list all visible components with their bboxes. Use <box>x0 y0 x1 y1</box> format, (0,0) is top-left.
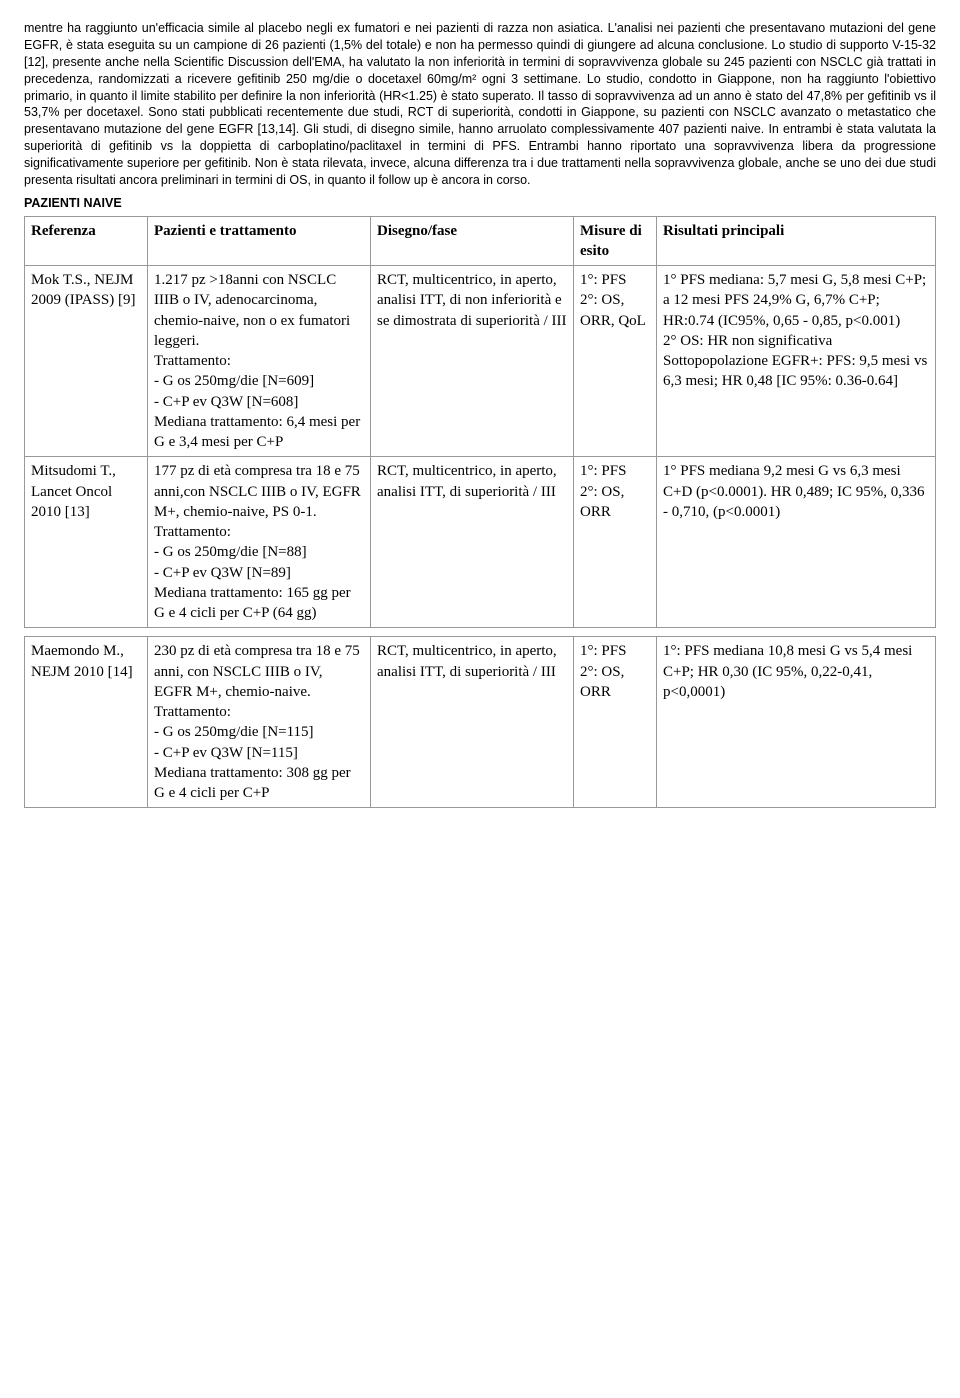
spacer-row <box>25 628 936 637</box>
cell-patients: 230 pz di età compresa tra 18 e 75 anni,… <box>148 637 371 808</box>
cell-results: 1° PFS mediana 9,2 mesi G vs 6,3 mesi C+… <box>657 457 936 628</box>
intro-paragraph: mentre ha raggiunto un'efficacia simile … <box>24 20 936 189</box>
cell-reference: Maemondo M., NEJM 2010 [14] <box>25 637 148 808</box>
cell-outcomes: 1°: PFS2°: OS, ORR <box>574 637 657 808</box>
cell-reference: Mitsudomi T., Lancet Oncol 2010 [13] <box>25 457 148 628</box>
cell-outcomes: 1°: PFS2°: OS, ORR <box>574 457 657 628</box>
header-outcomes: Misure di esito <box>574 216 657 266</box>
cell-reference: Mok T.S., NEJM 2009 (IPASS) [9] <box>25 266 148 457</box>
cell-design: RCT, multicentrico, in aperto, analisi I… <box>371 637 574 808</box>
clinical-studies-table: Referenza Pazienti e trattamento Disegno… <box>24 216 936 809</box>
cell-design: RCT, multicentrico, in aperto, analisi I… <box>371 457 574 628</box>
header-results: Risultati principali <box>657 216 936 266</box>
header-design: Disegno/fase <box>371 216 574 266</box>
cell-results: 1°: PFS mediana 10,8 mesi G vs 5,4 mesi … <box>657 637 936 808</box>
table-row: Mok T.S., NEJM 2009 (IPASS) [9] 1.217 pz… <box>25 266 936 457</box>
cell-patients: 1.217 pz >18anni con NSCLC IIIB o IV, ad… <box>148 266 371 457</box>
table-row: Maemondo M., NEJM 2010 [14] 230 pz di et… <box>25 637 936 808</box>
section-title: PAZIENTI NAIVE <box>24 195 936 212</box>
cell-design: RCT, multicentrico, in aperto, analisi I… <box>371 266 574 457</box>
cell-outcomes: 1°: PFS2°: OS, ORR, QoL <box>574 266 657 457</box>
table-row: Mitsudomi T., Lancet Oncol 2010 [13] 177… <box>25 457 936 628</box>
cell-patients: 177 pz di età compresa tra 18 e 75 anni,… <box>148 457 371 628</box>
table-header-row: Referenza Pazienti e trattamento Disegno… <box>25 216 936 266</box>
cell-results: 1° PFS mediana: 5,7 mesi G, 5,8 mesi C+P… <box>657 266 936 457</box>
header-patients: Pazienti e trattamento <box>148 216 371 266</box>
header-reference: Referenza <box>25 216 148 266</box>
